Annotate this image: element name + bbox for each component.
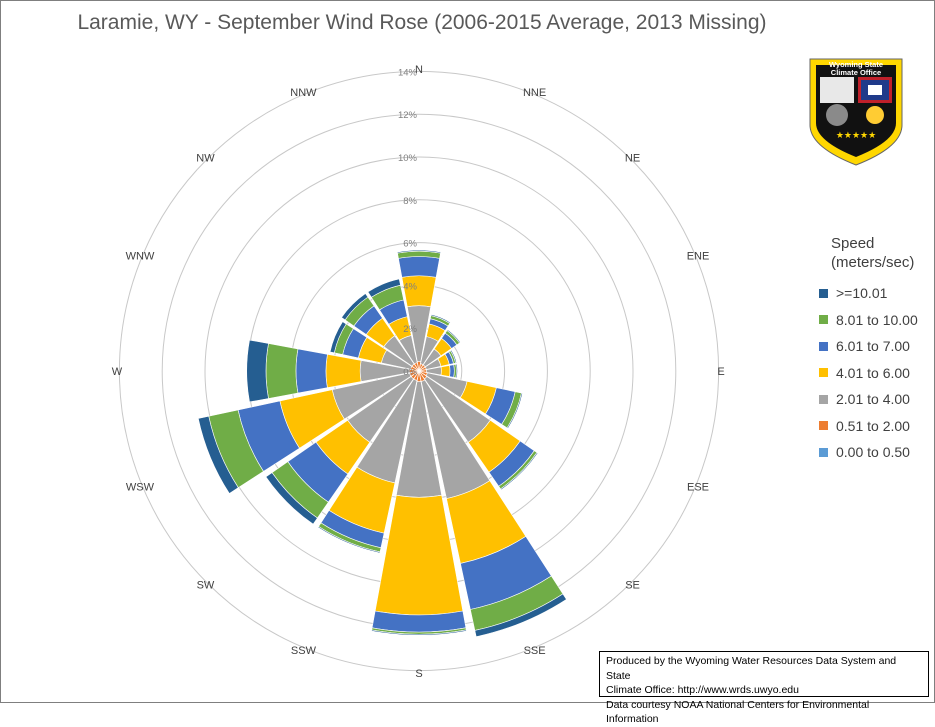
radial-tick-label: 8% [403, 196, 417, 207]
direction-label: NE [625, 152, 640, 164]
radial-tick-label: 14% [398, 67, 418, 78]
radial-tick-label: 2% [403, 324, 417, 335]
rose-segment [371, 629, 467, 636]
rose-segment [341, 293, 369, 321]
radial-tick-label: 10% [398, 153, 418, 164]
direction-label: SSE [524, 645, 546, 657]
rose-segment [329, 321, 347, 354]
legend-item: >=10.01 [819, 280, 934, 307]
direction-label: NNE [523, 87, 546, 99]
rose-segment [450, 349, 458, 364]
rose-segment [295, 348, 328, 394]
legend-item: 4.01 to 6.00 [819, 360, 934, 387]
rose-segment [265, 472, 318, 525]
rose-segment [246, 339, 269, 403]
direction-label: WNW [126, 250, 155, 262]
legend-item: 2.01 to 4.00 [819, 386, 934, 413]
direction-label: SE [625, 580, 640, 592]
radial-tick-label: 0% [403, 367, 417, 378]
direction-label: W [112, 366, 123, 378]
rose-segment [367, 278, 401, 298]
logo-text-line2: Climate Office [831, 68, 881, 77]
direction-label: SW [197, 580, 215, 592]
legend-swatch [819, 315, 828, 325]
legend-label: 4.01 to 6.00 [836, 364, 910, 381]
rose-segment [325, 353, 362, 389]
credit-line: Data courtesy NOAA National Centers for … [606, 698, 870, 726]
rose-segment [446, 329, 461, 344]
direction-label: ENE [687, 250, 710, 262]
chart-title: Laramie, WY - September Wind Rose (2006-… [77, 11, 767, 34]
credit-line: Produced by the Wyoming Water Resources … [606, 655, 897, 682]
legend-swatch [819, 341, 828, 351]
legend-title-line2: (meters/sec) [831, 254, 915, 271]
legend-label: 2.01 to 4.00 [836, 391, 910, 408]
rose-segment [396, 249, 442, 254]
rose-segment [317, 526, 381, 554]
rose-segment [440, 365, 451, 377]
radial-tick-label: 6% [403, 239, 417, 250]
legend-swatch [819, 288, 828, 298]
legend-swatch [819, 368, 828, 378]
legend-item: 8.01 to 10.00 [819, 307, 934, 334]
credit-line: Climate Office: http://www.wrds.uwyo.edu [606, 684, 799, 696]
climate-office-logo: ★★★★★ Wyoming State Climate Office [806, 55, 906, 167]
grid-ring [118, 70, 720, 672]
rose-segment [265, 343, 299, 399]
direction-label: S [415, 668, 422, 680]
radial-tick-label: 4% [403, 281, 417, 292]
logo-text-line1: Wyoming State [829, 60, 883, 69]
rose-segment [398, 256, 440, 278]
legend-item: 0.00 to 0.50 [819, 439, 934, 466]
rose-segment [430, 314, 451, 324]
direction-label: ESE [687, 482, 709, 494]
radial-tick-label: 12% [398, 110, 418, 121]
credit-box: Produced by the Wyoming Water Resources … [599, 651, 929, 725]
legend-label: 0.00 to 0.50 [836, 444, 910, 461]
rose-segment [506, 392, 523, 429]
legend-label: 0.51 to 2.00 [836, 417, 910, 434]
legend-item: 0.51 to 2.00 [819, 413, 934, 440]
direction-label: NNW [290, 87, 317, 99]
direction-label: NW [196, 152, 215, 164]
legend: Speed (meters/sec) >=10.01 8.01 to 10.00… [819, 234, 934, 466]
legend-swatch [819, 447, 828, 457]
legend-swatch [819, 421, 828, 431]
direction-label: N [415, 64, 423, 76]
direction-label: WSW [126, 482, 155, 494]
wind-rose-plot: 0% 2% 4% 6% 8% 10% 12% 14%N NNE NE ENE E ESE SE SSE S SS… [112, 64, 725, 680]
direction-label: E [717, 366, 724, 378]
legend-label: 8.01 to 10.00 [836, 311, 918, 328]
rose-segment [474, 593, 567, 638]
rose-segment [197, 415, 239, 494]
direction-label: SSW [291, 645, 317, 657]
legend-label: >=10.01 [836, 285, 888, 302]
legend-item: 6.01 to 7.00 [819, 333, 934, 360]
svg-text:★★★★★: ★★★★★ [836, 131, 876, 141]
legend-title: Speed (meters/sec) [831, 234, 934, 272]
legend-label: 6.01 to 7.00 [836, 338, 910, 355]
rose-segment [449, 364, 455, 378]
legend-title-line1: Speed [831, 235, 875, 252]
legend-swatch [819, 394, 828, 404]
rose-segment [455, 363, 458, 379]
rose-segment [500, 452, 539, 491]
